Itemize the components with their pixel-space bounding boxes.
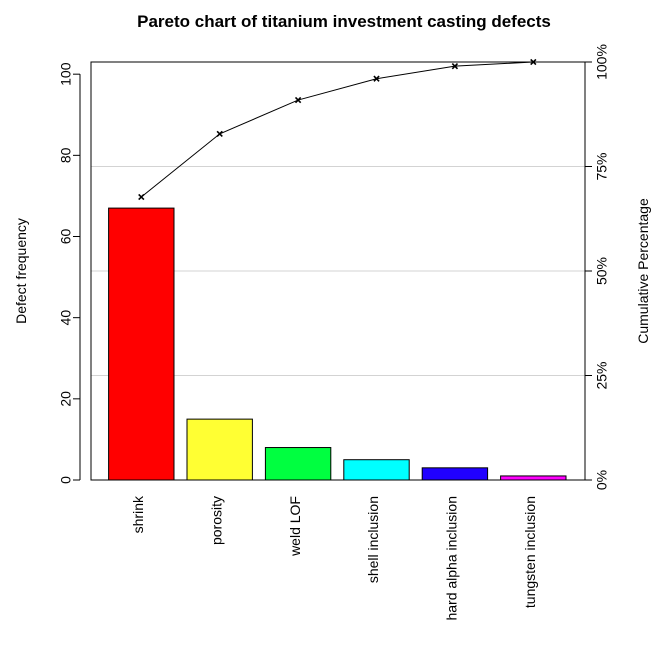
y-tick-label: 40 [58, 310, 74, 326]
cumulative-point [294, 96, 302, 104]
cumulative-point [451, 63, 459, 70]
bars [108, 207, 567, 481]
cumulative-marker-stroke [451, 63, 459, 70]
y2-tick-label: 0% [594, 470, 610, 490]
x-tick-label: hard alpha inclusion [444, 496, 460, 621]
x-tick-label: shrink [130, 495, 146, 533]
y2-tick-label: 50% [594, 257, 610, 285]
y-axis-title: Defect frequency [13, 218, 29, 324]
x-axis: shrink porosity weld LOF shell inclusion har… [130, 495, 538, 621]
bar-shell-inclusion [343, 459, 410, 481]
y2-tick-label: 75% [594, 152, 610, 180]
y-tick-label: 60 [58, 229, 74, 245]
x-tick-label: tungsten inclusion [522, 496, 538, 608]
cumulative-marker-stroke [294, 96, 302, 104]
bar-tungsten-inclusion [500, 475, 567, 481]
cumulative-point [138, 193, 145, 201]
y2-axis: 0% 25% 50% 75% 100% [585, 44, 610, 490]
y-tick-label: 20 [58, 391, 74, 407]
cumulative-marker-stroke [373, 75, 380, 82]
x-tick-label: shell inclusion [365, 496, 381, 583]
cumulative-point [216, 130, 223, 138]
bar-shrink [108, 207, 175, 481]
y-tick-label: 80 [58, 147, 74, 163]
cumulative-line [138, 58, 537, 201]
y2-tick-label: 25% [594, 361, 610, 389]
y-axis: 0 20 40 60 80 100 [58, 62, 81, 484]
y-tick-label: 100 [58, 62, 74, 86]
y2-axis-title: Cumulative Percentage [635, 198, 651, 344]
cumulative-marker-stroke [138, 193, 145, 201]
cumulative-series-line [140, 61, 534, 198]
cumulative-point [373, 75, 380, 82]
chart-title: Pareto chart of titanium investment cast… [137, 12, 551, 31]
x-tick-label: porosity [208, 496, 224, 545]
y-tick-label: 0 [58, 476, 74, 484]
bar-weld-LOF [264, 447, 332, 481]
y2-tick-label: 100% [594, 44, 610, 80]
bar-porosity [186, 418, 253, 481]
cumulative-marker-stroke [216, 130, 223, 138]
x-tick-label: weld LOF [287, 496, 303, 557]
bar-hard-alpha-inclusion [421, 467, 489, 481]
